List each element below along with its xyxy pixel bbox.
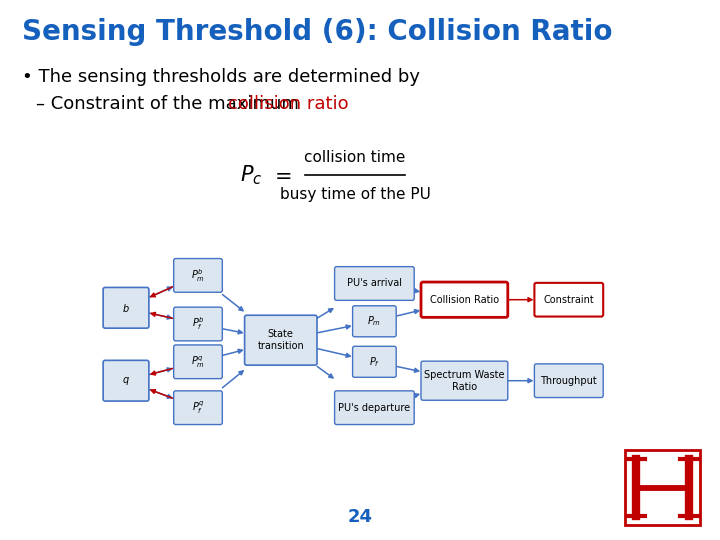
FancyBboxPatch shape <box>103 287 149 328</box>
Text: $=$: $=$ <box>270 165 292 185</box>
FancyBboxPatch shape <box>421 361 508 400</box>
Text: $P_f^b$: $P_f^b$ <box>192 315 204 333</box>
FancyBboxPatch shape <box>174 391 222 424</box>
Text: Spectrum Waste
Ratio: Spectrum Waste Ratio <box>424 370 505 392</box>
FancyBboxPatch shape <box>353 306 396 337</box>
Text: $q$: $q$ <box>122 375 130 387</box>
Text: Sensing Threshold (6): Collision Ratio: Sensing Threshold (6): Collision Ratio <box>22 18 613 46</box>
FancyBboxPatch shape <box>534 364 603 397</box>
Text: $b$: $b$ <box>122 302 130 314</box>
Text: Constraint: Constraint <box>544 295 594 305</box>
Text: Collision Ratio: Collision Ratio <box>430 295 499 305</box>
Bar <box>625 450 700 525</box>
Text: • The sensing thresholds are determined by: • The sensing thresholds are determined … <box>22 68 420 86</box>
FancyBboxPatch shape <box>335 391 414 424</box>
Text: busy time of the PU: busy time of the PU <box>279 187 431 202</box>
Text: $P_m$: $P_m$ <box>367 314 382 328</box>
Text: $P_f$: $P_f$ <box>369 355 380 369</box>
Text: PU's arrival: PU's arrival <box>347 279 402 288</box>
Text: – Constraint of the maximum: – Constraint of the maximum <box>36 95 305 113</box>
FancyBboxPatch shape <box>174 259 222 292</box>
Text: State
transition: State transition <box>258 329 304 351</box>
Text: collision ratio: collision ratio <box>228 95 348 113</box>
Text: collision time: collision time <box>305 150 405 165</box>
FancyBboxPatch shape <box>245 315 317 365</box>
Text: 24: 24 <box>348 508 372 526</box>
FancyBboxPatch shape <box>174 307 222 341</box>
Text: $P_c$: $P_c$ <box>240 163 262 187</box>
Text: $P_f^q$: $P_f^q$ <box>192 400 204 416</box>
FancyBboxPatch shape <box>534 283 603 316</box>
FancyBboxPatch shape <box>103 360 149 401</box>
FancyBboxPatch shape <box>335 267 414 300</box>
Text: $P_m^b$: $P_m^b$ <box>191 267 205 284</box>
FancyBboxPatch shape <box>421 282 508 318</box>
Text: PU's departure: PU's departure <box>338 403 410 413</box>
FancyBboxPatch shape <box>174 345 222 379</box>
FancyBboxPatch shape <box>353 346 396 377</box>
Text: Throughput: Throughput <box>541 376 597 386</box>
Text: $P_m^q$: $P_m^q$ <box>191 354 205 369</box>
